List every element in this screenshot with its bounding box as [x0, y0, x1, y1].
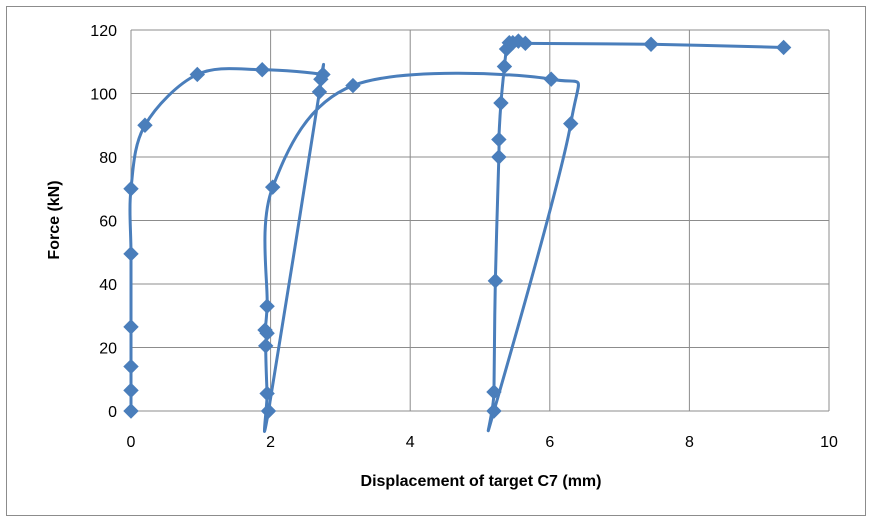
data-point	[563, 115, 579, 132]
y-tick-label: 100	[90, 87, 117, 104]
y-tick-label: 60	[99, 214, 117, 231]
series-line	[128, 39, 784, 433]
y-axis-ticks: 0 20 40 60 80 100 120	[90, 23, 117, 421]
data-point	[189, 66, 206, 83]
data-point	[486, 403, 502, 419]
y-tick-label: 120	[90, 23, 117, 40]
series-markers	[123, 33, 792, 419]
y-tick-label: 0	[108, 404, 117, 421]
data-point	[123, 246, 139, 262]
data-point	[486, 384, 502, 400]
y-axis-label: Force (kN)	[46, 180, 63, 259]
data-point	[491, 131, 507, 148]
grid	[130, 29, 830, 412]
data-point	[496, 58, 513, 75]
data-point	[123, 181, 139, 197]
chart-frame	[6, 6, 866, 516]
data-point	[259, 385, 275, 402]
y-tick-label: 20	[99, 341, 117, 358]
data-point	[258, 338, 274, 354]
data-point	[543, 71, 559, 87]
data-point	[643, 36, 659, 52]
data-point	[260, 403, 277, 419]
x-tick-label: 4	[406, 434, 415, 451]
x-axis-ticks: 0 2 4 6 8 10	[127, 434, 838, 451]
data-point	[517, 35, 534, 52]
y-tick-label: 80	[99, 150, 117, 167]
x-tick-label: 8	[685, 434, 694, 451]
data-point	[775, 39, 792, 56]
y-tick-label: 40	[99, 277, 117, 294]
data-point	[491, 149, 507, 165]
data-point	[259, 298, 275, 314]
data-point	[123, 319, 139, 335]
x-tick-label: 6	[545, 434, 554, 451]
x-axis-label: Displacement of target C7 (mm)	[361, 473, 602, 490]
x-tick-label: 10	[820, 434, 838, 451]
x-tick-label: 2	[266, 434, 275, 451]
data-point	[123, 382, 139, 399]
x-tick-label: 0	[127, 434, 136, 451]
data-point	[254, 61, 270, 78]
data-point	[487, 273, 504, 289]
data-point	[311, 84, 328, 100]
data-point	[345, 77, 361, 94]
data-point	[123, 403, 139, 419]
data-point	[493, 95, 509, 111]
data-point	[123, 358, 139, 375]
data-point	[257, 322, 273, 338]
data-point	[137, 117, 153, 133]
data-point	[264, 179, 281, 195]
